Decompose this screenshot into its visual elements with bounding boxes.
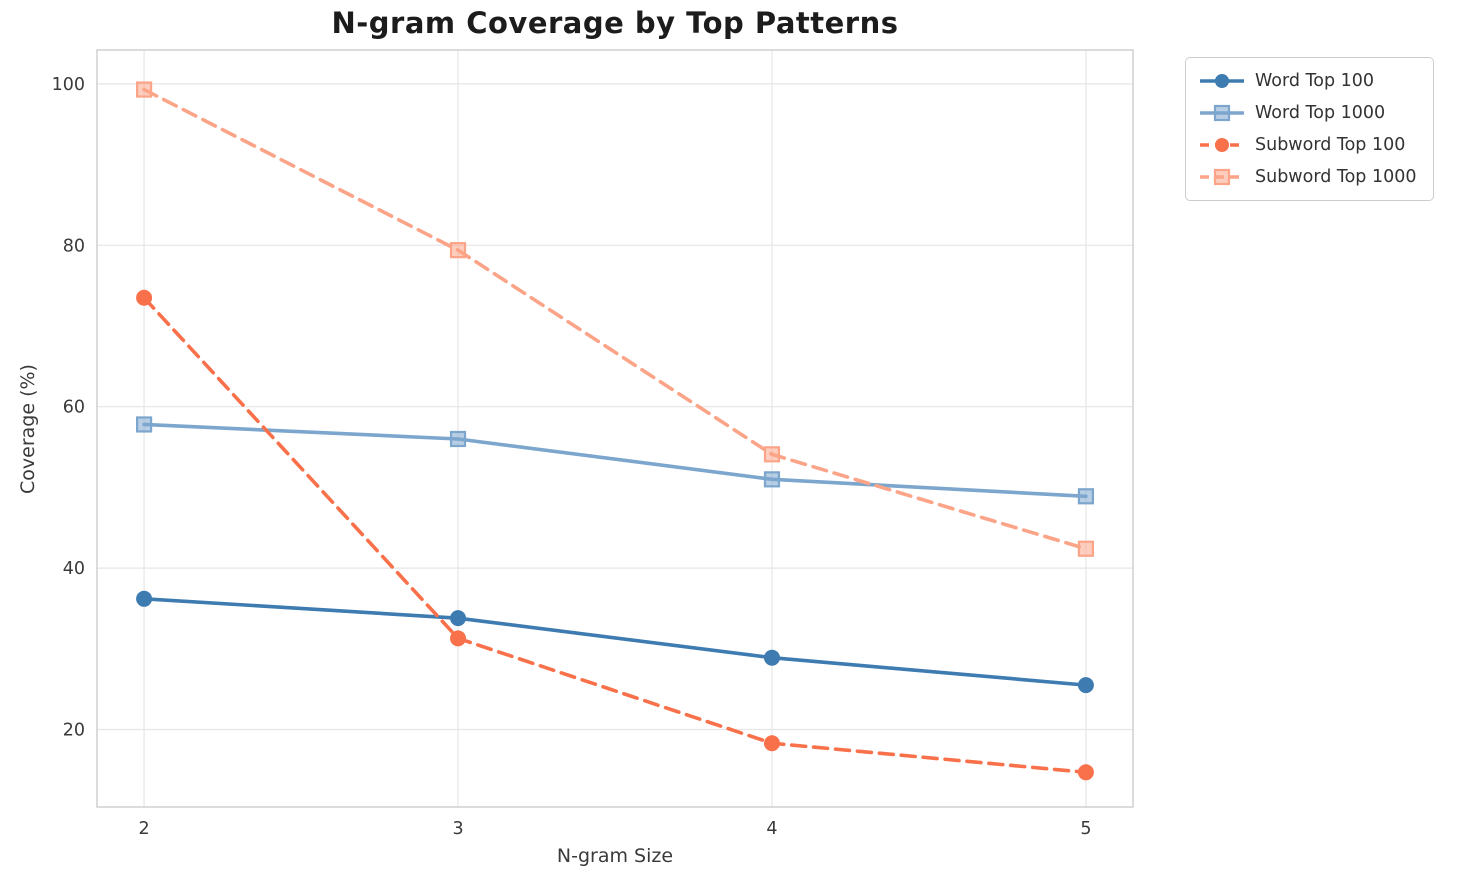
x-axis-label: N-gram Size [556,845,674,867]
legend-sample-solid-line [1200,104,1244,122]
series-line-word-top-100 [142,596,1088,687]
legend-label: Word Top 1000 [1255,103,1386,123]
axes-spines [96,49,1134,808]
data-point-circle [1077,677,1094,694]
data-point-circle [1077,764,1094,781]
legend-sample-dashed-line [1200,168,1244,186]
x-tick-label: 5 [1080,819,1091,839]
legend-item: Subword Top 1000 [1199,165,1417,189]
series-line-subword-top-1000 [142,87,1088,551]
x-tick-label: 3 [452,819,463,839]
legend-label: Subword Top 1000 [1255,167,1417,187]
data-point-circle [136,289,153,306]
chart-title: N-gram Coverage by Top Patterns [331,6,899,40]
data-point-circle [450,610,467,627]
legend-marker-square [1213,168,1231,186]
x-tick-label: 4 [766,819,777,839]
data-point-circle [450,630,467,647]
legend-sample-dashed-line [1200,138,1244,152]
legend-marker-circle [1215,74,1229,88]
legend-sample-solid-line [1200,74,1244,88]
data-point-square [449,242,467,259]
legend-item: Word Top 100 [1199,69,1417,93]
y-tick-label: 60 [63,398,85,418]
data-point-square [763,471,781,488]
data-point-circle [763,735,780,752]
data-point-square [1077,488,1095,505]
data-point-square [449,430,467,448]
data-point-square [135,81,153,98]
legend-marker-square [1213,104,1231,122]
y-tick-label: 20 [63,721,85,741]
legend-label: Subword Top 100 [1255,135,1406,155]
y-tick-label: 40 [63,559,85,579]
data-point-circle [136,590,153,607]
series-line-word-top-1000 [142,422,1088,499]
legend-item: Subword Top 100 [1199,133,1417,157]
data-point-square [1077,540,1095,557]
series-line-subword-top-100 [142,295,1088,775]
y-axis-label: Coverage (%) [17,364,39,494]
legend: Word Top 100 Word Top 1000 Subword Top 100… [1185,57,1434,201]
x-tick-label: 2 [139,819,150,839]
data-point-square [763,446,781,463]
legend-item: Word Top 1000 [1199,101,1417,125]
legend-marker-circle [1215,138,1229,152]
y-tick-label: 80 [63,236,85,256]
y-tick-label: 100 [52,75,85,95]
legend-label: Word Top 100 [1255,71,1375,91]
data-point-square [135,416,153,433]
data-point-circle [763,649,780,666]
